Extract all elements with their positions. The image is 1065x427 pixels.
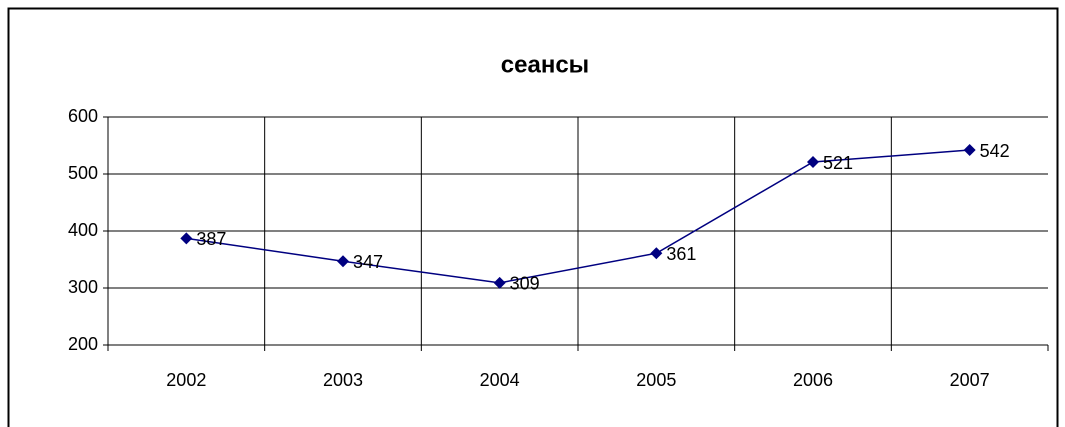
data-point	[807, 156, 819, 169]
x-tick-label: 2006	[793, 370, 833, 390]
chart-frame	[7, 7, 1059, 427]
y-tick-label: 400	[68, 220, 98, 240]
data-point	[180, 232, 193, 245]
data-point	[963, 144, 976, 157]
x-tick-label: 2005	[636, 370, 676, 390]
x-tick-label: 2007	[950, 370, 990, 390]
x-tick-label: 2002	[166, 370, 206, 390]
x-tick-label: 2004	[480, 370, 520, 390]
data-label: 309	[510, 274, 540, 294]
data-label: 347	[353, 252, 383, 272]
data-label: 521	[823, 153, 853, 173]
data-point	[337, 255, 349, 268]
data-point	[493, 276, 506, 289]
x-tick-label: 2003	[323, 370, 363, 390]
data-label: 387	[196, 229, 226, 249]
data-label: 542	[980, 141, 1010, 161]
y-tick-label: 200	[68, 334, 98, 354]
chart-title: сеансы	[501, 51, 589, 78]
data-label: 361	[666, 244, 696, 264]
y-tick-label: 300	[68, 277, 98, 297]
data-point	[650, 247, 663, 260]
series-line	[186, 149, 970, 284]
y-tick-label: 600	[68, 106, 98, 126]
y-tick-label: 500	[68, 163, 98, 183]
